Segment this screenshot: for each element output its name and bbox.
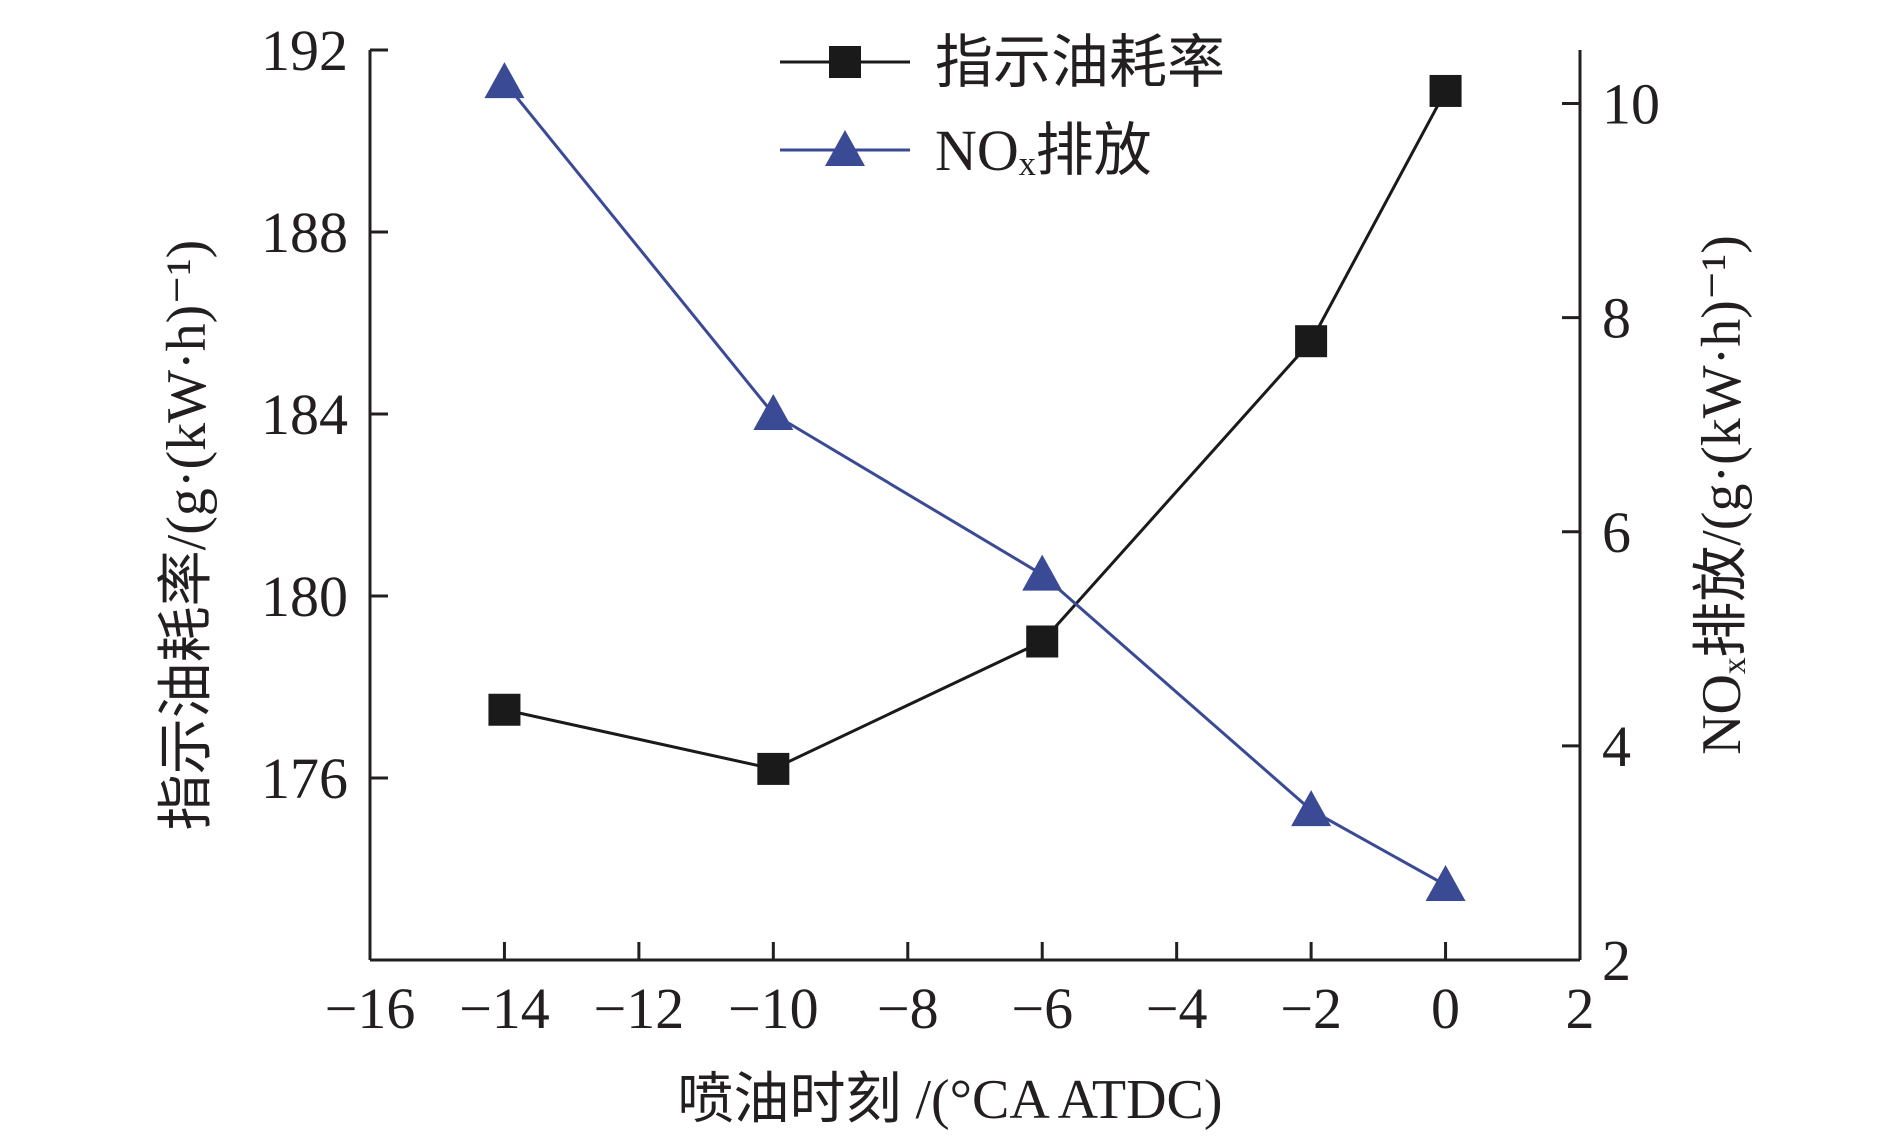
x-tick-label: −12 — [594, 976, 685, 1041]
chart-series — [484, 62, 1466, 902]
legend-label: NOₓ排放 — [935, 118, 1152, 183]
y-left-tick-label: 176 — [261, 746, 348, 811]
y-left-tick-label: 188 — [261, 200, 348, 265]
data-point — [1022, 554, 1063, 591]
data-point — [1295, 325, 1328, 358]
y-right-tick-label: 2 — [1602, 928, 1631, 993]
y-right-tick-label: 8 — [1602, 286, 1631, 351]
legend-marker — [829, 46, 861, 78]
y-axis-right-title: NOₓ排放/(g·(kW·h)⁻¹) — [1691, 235, 1753, 755]
x-tick-label: −8 — [877, 976, 939, 1041]
series-fuel-consumption — [488, 74, 1462, 785]
data-point — [488, 693, 521, 726]
legend-label: 指示油耗率 — [935, 30, 1225, 95]
legend-item-fuel-consumption: 指示油耗率 — [780, 30, 1225, 95]
series-nox — [484, 62, 1466, 902]
data-point — [1429, 74, 1462, 107]
data-point — [757, 752, 790, 785]
y-axis-left-title: 指示油耗率/(g·(kW·h)⁻¹) — [156, 240, 218, 831]
legend-item-nox: NOₓ排放 — [780, 118, 1152, 183]
data-point — [484, 62, 525, 99]
data-point — [1291, 790, 1332, 827]
x-tick-label: −6 — [1011, 976, 1073, 1041]
y-right-tick-label: 4 — [1602, 714, 1631, 779]
y-left-tick-label: 184 — [261, 382, 348, 447]
data-point — [1425, 865, 1466, 902]
series-line — [504, 90, 1447, 771]
x-tick-label: −14 — [459, 976, 550, 1041]
y-right-tick-label: 6 — [1602, 500, 1631, 565]
x-tick-label: −4 — [1146, 976, 1208, 1041]
data-point — [1026, 625, 1059, 658]
x-tick-label: 2 — [1566, 976, 1595, 1041]
x-axis-title: 喷油时刻 /(°CA ATDC) — [677, 1069, 1222, 1131]
y-left-tick-label: 192 — [261, 18, 348, 83]
chart-axes: −16 −14 −12 −10 −8 −6 −4 −2 0 2 176 180 184 188 192 2 4 6… — [261, 18, 1660, 1041]
data-point — [753, 394, 794, 430]
y-left-tick-label: 180 — [261, 564, 348, 629]
x-tick-label: −2 — [1280, 976, 1342, 1041]
legend-marker — [825, 130, 865, 166]
y-right-tick-label: 10 — [1602, 72, 1660, 137]
series-line — [503, 81, 1447, 887]
legend: 指示油耗率 NOₓ排放 — [780, 30, 1225, 183]
x-tick-label: −10 — [728, 976, 819, 1041]
x-tick-label: 0 — [1431, 976, 1460, 1041]
x-tick-label: −16 — [325, 976, 416, 1041]
